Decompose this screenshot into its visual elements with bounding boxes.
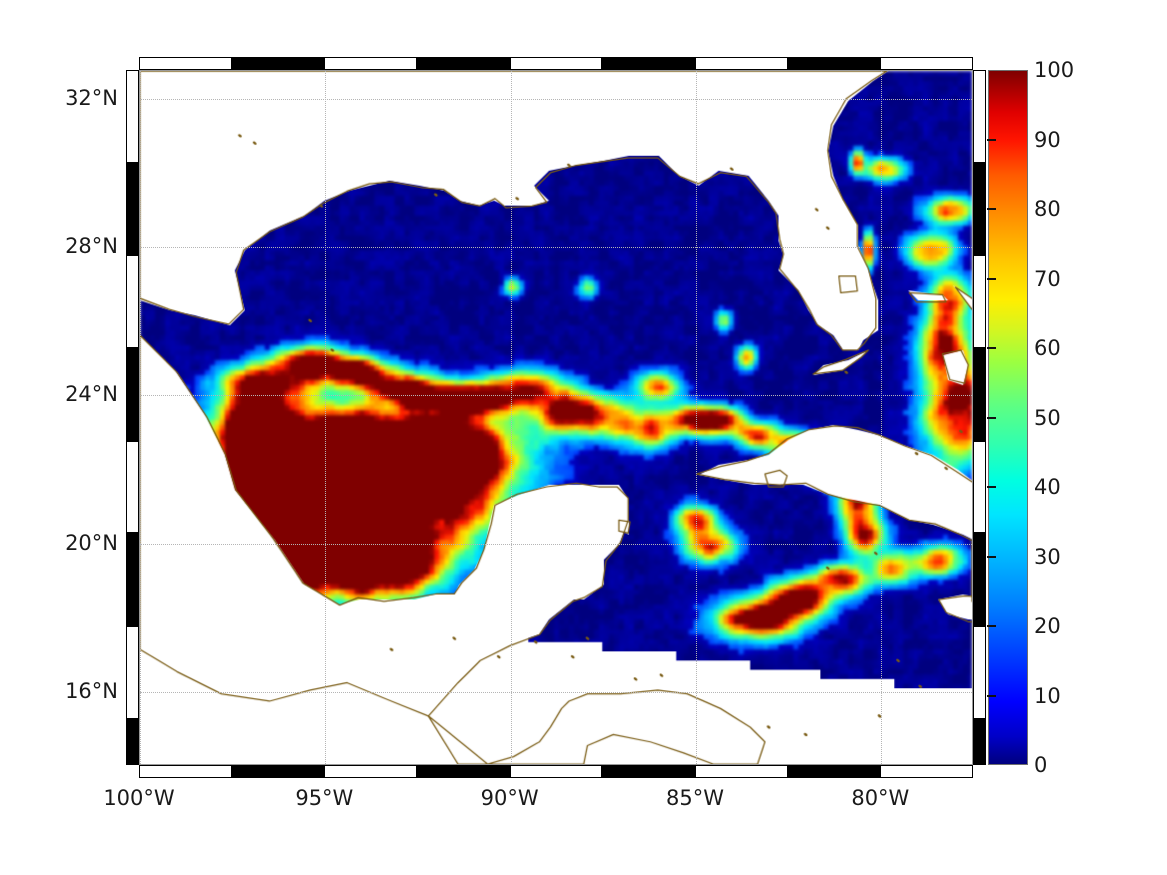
checker-right (973, 440, 986, 534)
x-tick-label-0: 100°W (103, 786, 175, 810)
checker-right (973, 626, 986, 719)
checker-top (417, 57, 510, 70)
checker-right (973, 162, 986, 256)
colorbar-label-60: 60 (1034, 336, 1061, 360)
checker-bottom (417, 765, 510, 778)
checker-right (973, 533, 986, 626)
checker-bottom (602, 765, 695, 778)
checker-bottom (324, 765, 417, 778)
checker-right (973, 255, 986, 348)
x-tick-label-2: 90°W (480, 786, 539, 810)
colorbar-label-80: 80 (1034, 197, 1061, 221)
y-tick-label-0: 32°N (65, 85, 118, 110)
checker-top (602, 57, 695, 70)
checker-left (126, 162, 139, 256)
checker-left (126, 718, 139, 765)
colorbar-tick-10 (987, 694, 996, 697)
colorbar-label-30: 30 (1034, 544, 1061, 569)
map-plot-area (139, 70, 973, 765)
colorbar-label-50: 50 (1034, 405, 1061, 430)
colorbar-tick-50 (987, 416, 996, 419)
colorbar-label-0: 0 (1034, 753, 1048, 777)
x-tick-label-1: 95°W (295, 786, 354, 810)
colorbar-label-100: 100 (1034, 58, 1075, 82)
checker-bottom (880, 765, 973, 778)
colorbar-tick-70 (987, 277, 996, 280)
y-tick-label-4: 16°N (65, 678, 118, 703)
colorbar-label-70: 70 (1034, 266, 1061, 291)
colorbar-gradient (988, 70, 1028, 765)
colorbar-tick-40 (987, 486, 996, 488)
y-tick-label-1: 28°N (65, 234, 118, 259)
checker-bottom (231, 765, 325, 778)
checker-right (973, 718, 986, 765)
checker-left (126, 348, 139, 441)
checker-top (695, 57, 788, 70)
x-tick-label-4: 80°W (851, 786, 910, 810)
y-tick-label-3: 20°N (65, 530, 118, 555)
map-raster (140, 71, 972, 764)
checker-bottom (787, 765, 881, 778)
checker-top (509, 57, 603, 70)
checker-top (139, 57, 232, 70)
colorbar-tick-90 (987, 138, 996, 141)
checker-left (126, 533, 139, 626)
checker-top (787, 57, 881, 70)
checker-left (126, 70, 139, 163)
colorbar-label-40: 40 (1034, 475, 1061, 499)
checker-left (126, 440, 139, 534)
colorbar-tick-60 (987, 347, 996, 349)
colorbar-tick-20 (987, 625, 996, 627)
checker-right (973, 70, 986, 163)
colorbar-tick-80 (987, 208, 996, 210)
colorbar: 0 10 20 30 40 50 60 70 80 90 100 (987, 58, 1074, 777)
colorbar-tick-30 (987, 555, 996, 558)
checker-right (973, 348, 986, 441)
colorbar-label-90: 90 (1034, 127, 1061, 152)
checker-top (324, 57, 417, 70)
x-tick-label-3: 85°W (666, 786, 724, 810)
colorbar-label-10: 10 (1034, 683, 1061, 708)
y-tick-label-2: 24°N (65, 382, 118, 407)
checker-left (126, 626, 139, 719)
checker-bottom (139, 765, 232, 778)
checker-top (880, 57, 973, 70)
colorbar-label-20: 20 (1034, 614, 1061, 638)
checker-left (126, 255, 139, 348)
checker-bottom (695, 765, 788, 778)
checker-bottom (509, 765, 603, 778)
checker-top (231, 57, 325, 70)
